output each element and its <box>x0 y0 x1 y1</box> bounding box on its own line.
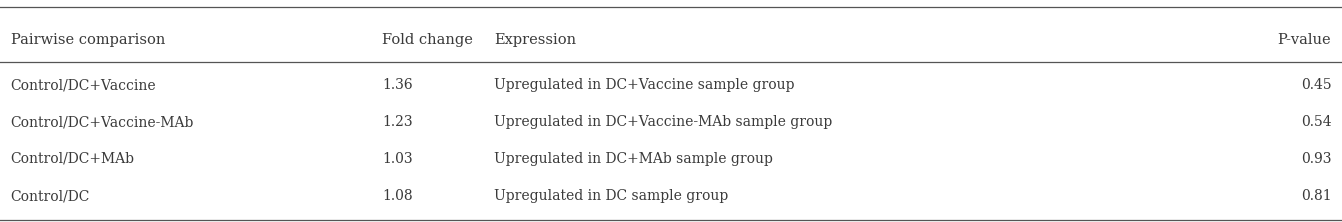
Text: 1.03: 1.03 <box>382 152 413 166</box>
Text: Upregulated in DC+Vaccine sample group: Upregulated in DC+Vaccine sample group <box>494 78 794 93</box>
Text: 0.54: 0.54 <box>1300 115 1331 129</box>
Text: Fold change: Fold change <box>382 33 474 47</box>
Text: Upregulated in DC sample group: Upregulated in DC sample group <box>494 189 729 204</box>
Text: 1.36: 1.36 <box>382 78 413 93</box>
Text: Expression: Expression <box>494 33 576 47</box>
Text: Control/DC: Control/DC <box>11 189 90 204</box>
Text: Control/DC+Vaccine: Control/DC+Vaccine <box>11 78 157 93</box>
Text: Control/DC+Vaccine-MAb: Control/DC+Vaccine-MAb <box>11 115 195 129</box>
Text: 0.81: 0.81 <box>1300 189 1331 204</box>
Text: P-value: P-value <box>1278 33 1331 47</box>
Text: 1.08: 1.08 <box>382 189 413 204</box>
Text: Pairwise comparison: Pairwise comparison <box>11 33 165 47</box>
Text: Control/DC+MAb: Control/DC+MAb <box>11 152 134 166</box>
Text: 0.93: 0.93 <box>1300 152 1331 166</box>
Text: 1.23: 1.23 <box>382 115 413 129</box>
Text: Upregulated in DC+Vaccine-MAb sample group: Upregulated in DC+Vaccine-MAb sample gro… <box>494 115 832 129</box>
Text: 0.45: 0.45 <box>1300 78 1331 93</box>
Text: Upregulated in DC+MAb sample group: Upregulated in DC+MAb sample group <box>494 152 773 166</box>
